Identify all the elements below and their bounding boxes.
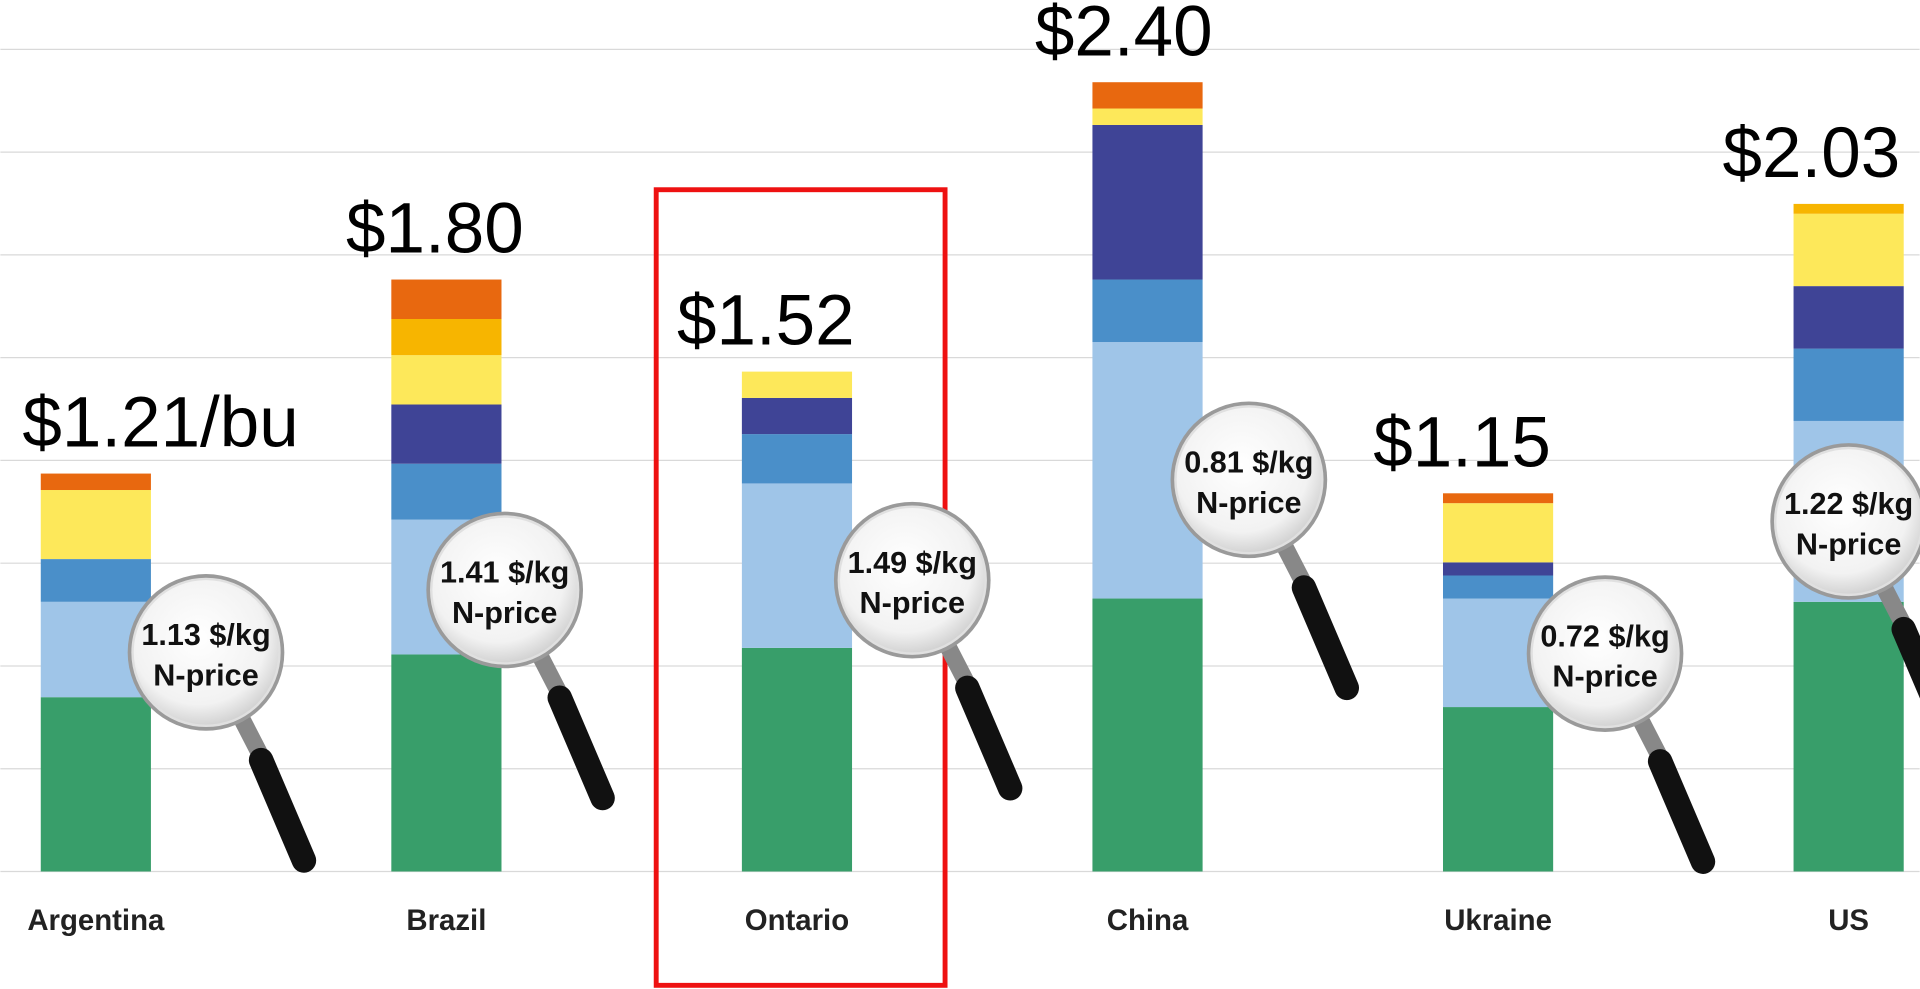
n-price-value: 0.81 $/kg [1184, 445, 1313, 479]
bar-segment [391, 355, 502, 405]
bar-segment [1092, 82, 1203, 109]
bar-segment [1442, 707, 1554, 872]
bar-segment [1793, 348, 1904, 421]
bar-segment [1092, 279, 1203, 343]
total-label: $1.80 [346, 190, 524, 269]
n-price-caption: N-price [452, 596, 557, 630]
total-label: $1.21/bu [22, 384, 298, 463]
magnifier: 1.22 $/kg N-price [1770, 443, 1920, 699]
bar-segment [741, 434, 853, 484]
n-price-value: 1.49 $/kg [848, 546, 977, 580]
bar-segment [40, 559, 151, 602]
bar-segment [741, 371, 853, 398]
x-tick-label: Ukraine [1444, 904, 1552, 937]
bar-segment [391, 279, 502, 320]
bar-segment [741, 397, 853, 435]
bar-segment [1442, 503, 1554, 563]
bar-segment [391, 319, 502, 356]
bar-segment [1442, 493, 1554, 504]
bar-segment [391, 654, 502, 872]
n-price-caption: N-price [1552, 660, 1657, 694]
bar-segment [1092, 108, 1203, 125]
total-label: $2.40 [1035, 0, 1213, 71]
bar-segment [1793, 601, 1904, 872]
n-price-value: 0.72 $/kg [1540, 619, 1669, 653]
magnifier-lens [430, 515, 580, 665]
bar-segment [1442, 562, 1554, 576]
total-label: $1.52 [677, 282, 855, 361]
bar-segment [40, 473, 151, 491]
n-price-value: 1.13 $/kg [141, 618, 270, 652]
bar-segment [1793, 286, 1904, 349]
magnifier-lens [131, 577, 281, 728]
magnifier-handle [955, 675, 1023, 801]
x-tick-label: China [1107, 904, 1189, 937]
magnifier: 0.72 $/kg N-price [1526, 575, 1716, 874]
magnifier-lens [1174, 405, 1324, 555]
bar-segment [1092, 598, 1203, 872]
magnifier: 0.81 $/kg N-price [1170, 401, 1360, 701]
magnifier: 1.13 $/kg N-price [127, 574, 317, 873]
bar-segment [391, 404, 502, 464]
x-tick-label: Ontario [745, 904, 849, 937]
n-price-caption: N-price [153, 658, 258, 692]
magnifier-lens [837, 505, 987, 655]
magnifier-handle [547, 685, 615, 811]
magnifier-handle [1891, 616, 1920, 699]
magnifier-lens [1530, 578, 1680, 729]
x-tick-label: Brazil [406, 904, 486, 937]
total-label: $1.15 [1373, 403, 1551, 482]
bar-segment [1092, 124, 1203, 280]
magnifier-handle [248, 747, 317, 873]
x-tick-label: US [1828, 904, 1869, 937]
magnifier-lens [1773, 446, 1920, 597]
bar-segment [40, 490, 151, 560]
bar-segment [1793, 213, 1904, 287]
magnifier-handle [1647, 749, 1716, 874]
total-label: $2.03 [1723, 114, 1901, 193]
n-price-caption: N-price [1796, 527, 1901, 561]
magnifier: 1.41 $/kg N-price [426, 511, 615, 811]
n-price-caption: N-price [860, 586, 965, 620]
bar-segment [391, 463, 502, 520]
bar-segment [1793, 203, 1904, 214]
n-price-caption: N-price [1196, 486, 1301, 520]
magnifier: 1.49 $/kg N-price [833, 501, 1023, 801]
bar-segment [1442, 575, 1554, 599]
n-price-value: 1.22 $/kg [1784, 487, 1913, 521]
x-tick-label: Argentina [27, 904, 165, 937]
bar-segment [741, 647, 853, 872]
magnifier-handle [1291, 575, 1360, 701]
n-price-value: 1.41 $/kg [440, 556, 569, 590]
bar-segment [741, 483, 853, 648]
bar-segment [40, 697, 151, 872]
